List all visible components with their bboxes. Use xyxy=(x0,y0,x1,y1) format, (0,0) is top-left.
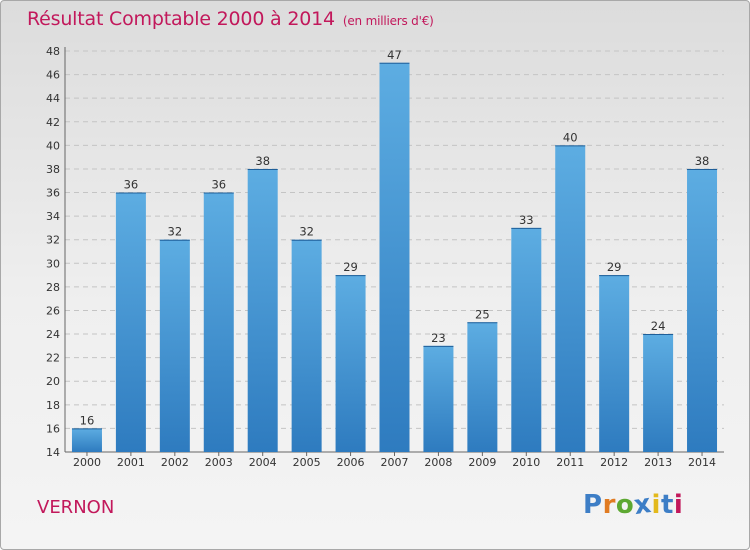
x-tick-label: 2014 xyxy=(688,456,716,469)
y-tick-label: 22 xyxy=(46,352,60,365)
x-tick-label: 2012 xyxy=(600,456,628,469)
bar xyxy=(423,345,454,452)
bar xyxy=(467,322,498,452)
bar xyxy=(115,192,146,452)
logo-letter: P xyxy=(583,490,603,520)
data-label: 36 xyxy=(124,178,139,192)
logo-letter: o xyxy=(615,490,635,520)
bar xyxy=(203,192,234,452)
bar xyxy=(555,145,586,452)
x-tick-label: 2003 xyxy=(205,456,233,469)
bar xyxy=(687,168,718,453)
data-label: 38 xyxy=(255,154,270,168)
y-tick-label: 42 xyxy=(46,116,60,129)
y-tick-label: 32 xyxy=(46,234,60,247)
bar xyxy=(159,239,190,452)
bar xyxy=(247,168,278,453)
bar xyxy=(643,334,674,452)
y-tick-label: 20 xyxy=(46,375,60,388)
y-tick-label: 14 xyxy=(46,446,60,459)
data-label: 40 xyxy=(563,130,578,144)
x-tick-label: 2001 xyxy=(117,456,145,469)
logo-letter: i xyxy=(651,490,661,520)
y-tick-label: 48 xyxy=(46,45,60,58)
bar xyxy=(599,275,630,452)
y-tick-label: 44 xyxy=(46,92,60,105)
bar xyxy=(335,275,366,452)
x-tick-label: 2011 xyxy=(556,456,584,469)
y-tick-label: 40 xyxy=(46,139,60,152)
bar xyxy=(291,239,322,452)
y-tick-label: 16 xyxy=(46,422,60,435)
x-tick-label: 2006 xyxy=(337,456,365,469)
bar xyxy=(71,428,102,452)
chart-subtitle: (en milliers d'€) xyxy=(342,14,434,28)
x-tick-label: 2002 xyxy=(161,456,189,469)
data-label: 47 xyxy=(387,48,402,62)
y-tick-label: 34 xyxy=(46,210,60,223)
x-tick-label: 2009 xyxy=(468,456,496,469)
data-label: 33 xyxy=(519,213,534,227)
x-tick-label: 2013 xyxy=(644,456,672,469)
x-tick-label: 2000 xyxy=(73,456,101,469)
proxiti-logo: Proxiti xyxy=(583,488,684,522)
y-tick-label: 18 xyxy=(46,399,60,412)
data-label: 25 xyxy=(475,307,490,321)
x-tick-label: 2007 xyxy=(381,456,409,469)
x-tick-label: 2010 xyxy=(512,456,540,469)
x-tick-label: 2005 xyxy=(293,456,321,469)
y-tick-label: 26 xyxy=(46,304,60,317)
commune-name: VERNON xyxy=(37,497,115,518)
data-label: 23 xyxy=(431,331,446,345)
y-tick-label: 36 xyxy=(46,187,60,200)
y-tick-label: 28 xyxy=(46,281,60,294)
y-tick-label: 46 xyxy=(46,69,60,82)
x-tick-label: 2008 xyxy=(424,456,452,469)
title-text: Résultat Comptable 2000 à 2014 xyxy=(27,8,335,30)
data-label: 36 xyxy=(211,178,226,192)
data-label: 32 xyxy=(299,225,314,239)
data-label: 32 xyxy=(168,225,183,239)
logo-letter: r xyxy=(602,490,616,520)
bar xyxy=(379,62,410,452)
bar xyxy=(511,227,542,452)
data-label: 29 xyxy=(607,260,622,274)
data-label: 24 xyxy=(651,319,666,333)
x-tick-label: 2004 xyxy=(249,456,277,469)
data-label: 29 xyxy=(343,260,358,274)
logo-letter: t xyxy=(660,490,674,520)
y-tick-label: 30 xyxy=(46,257,60,270)
logo-letter: i xyxy=(673,490,684,520)
y-tick-label: 38 xyxy=(46,163,60,176)
data-label: 16 xyxy=(80,413,95,427)
y-tick-label: 24 xyxy=(46,328,60,341)
logo-letter: x xyxy=(632,488,654,522)
data-label: 38 xyxy=(695,154,710,168)
chart-title: Résultat Comptable 2000 à 2014 (en millie… xyxy=(27,8,434,30)
